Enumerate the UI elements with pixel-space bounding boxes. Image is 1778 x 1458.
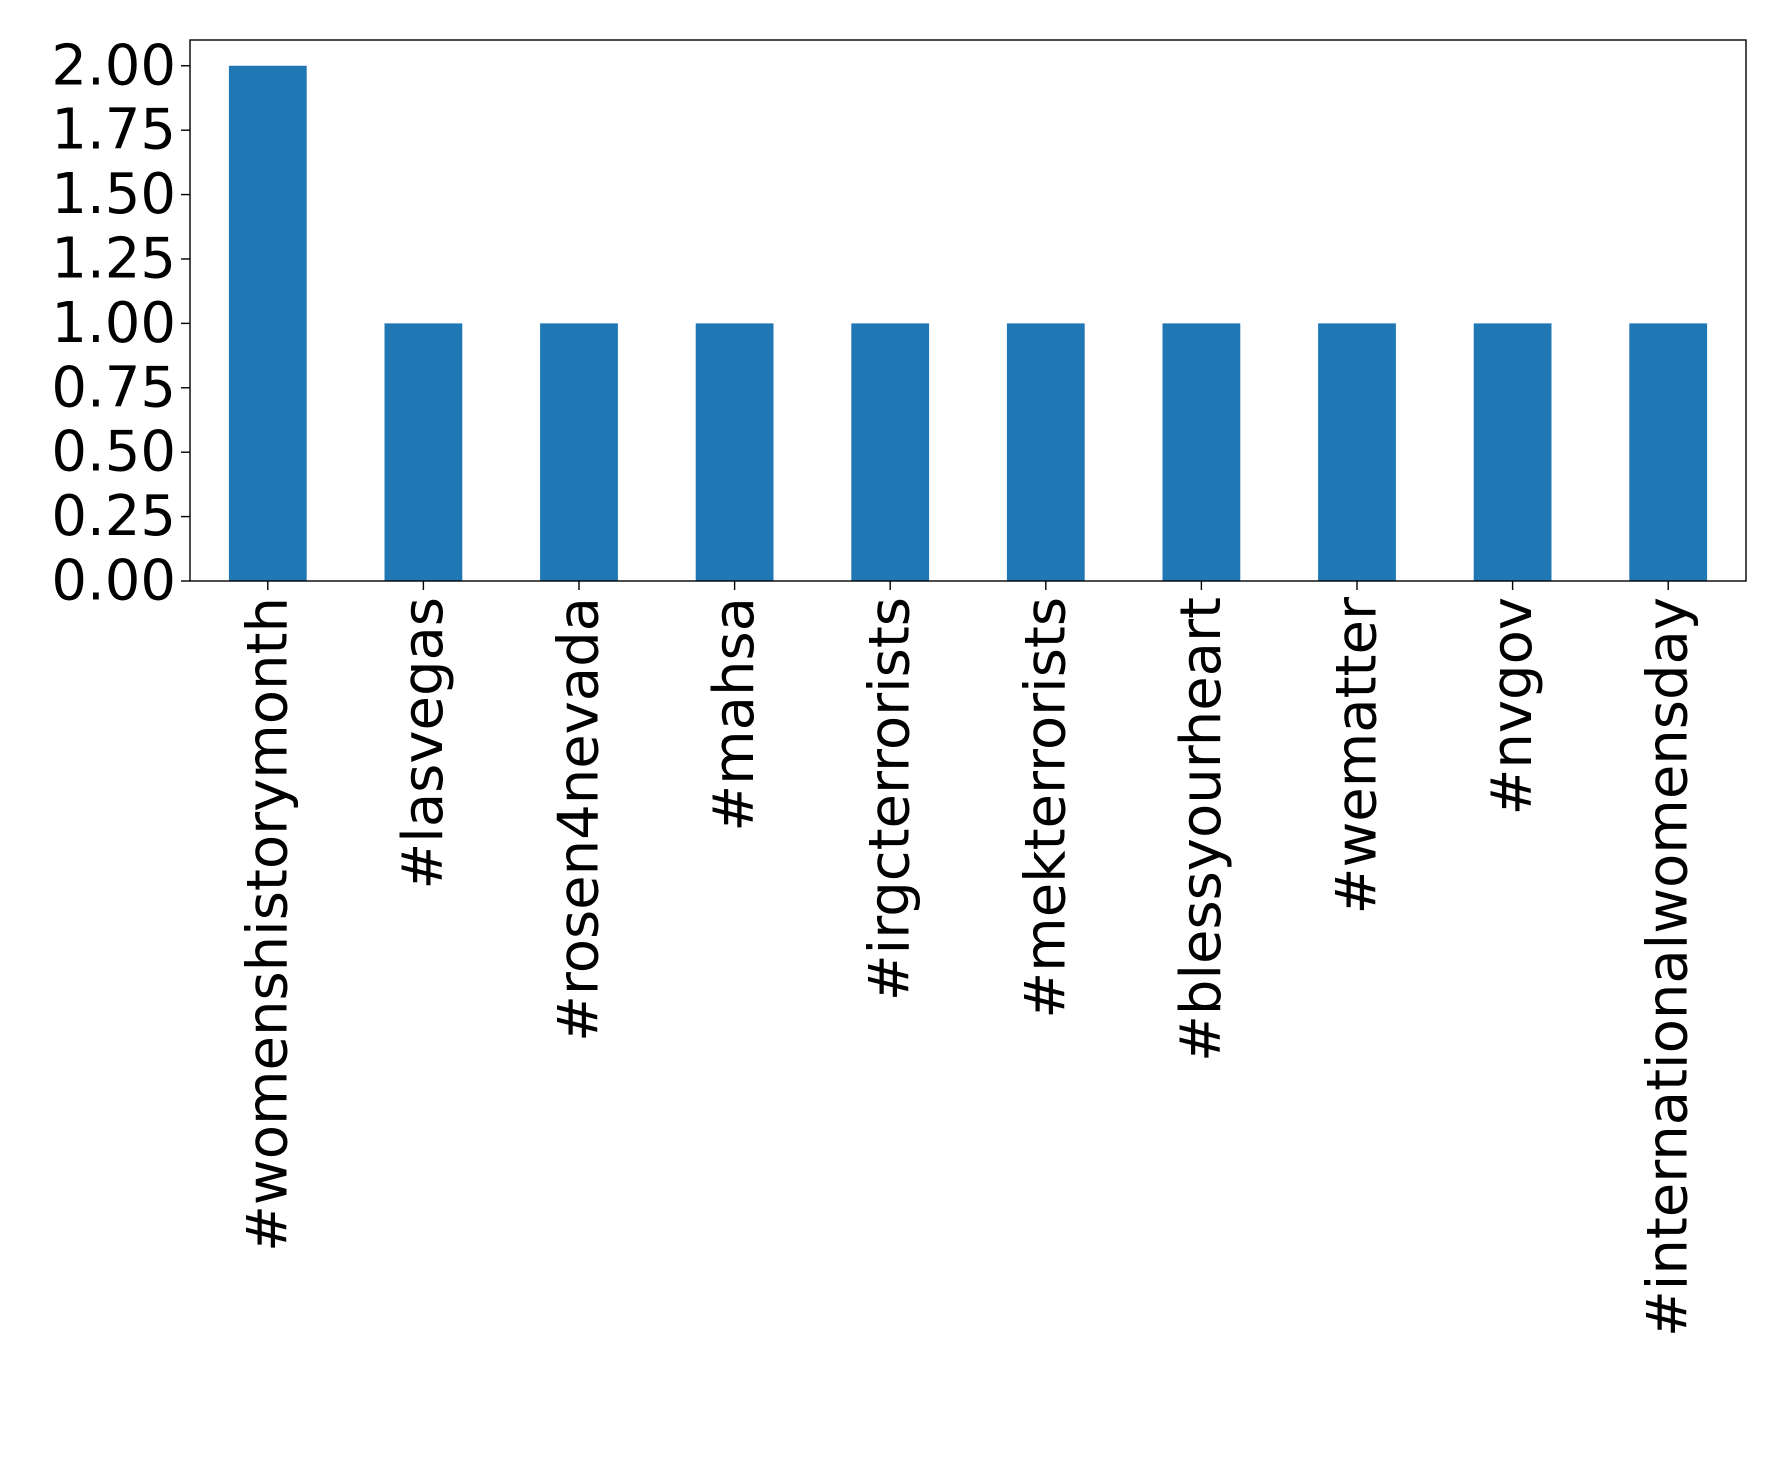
- bar: [1006, 323, 1085, 581]
- x-tick-label: #nvgov: [1480, 597, 1545, 816]
- y-tick-label: 2.00: [51, 33, 176, 98]
- bar: [1162, 323, 1241, 581]
- x-tick-label: #irgcterrorists: [858, 597, 923, 1001]
- x-tick-label: #womenshistorymonth: [235, 597, 300, 1252]
- bar: [851, 323, 930, 581]
- x-tick-label: #internationalwomensday: [1636, 597, 1701, 1337]
- y-tick-label: 0.25: [51, 484, 176, 549]
- x-tick-label: #wematter: [1325, 596, 1390, 914]
- bar: [1318, 323, 1396, 581]
- bar: [1629, 323, 1708, 581]
- bar: [695, 323, 774, 581]
- y-tick-label: 0.50: [51, 420, 176, 485]
- y-tick-label: 1.00: [51, 291, 176, 356]
- x-tick-label: #rosen4nevada: [547, 597, 612, 1042]
- y-tick-label: 1.25: [51, 226, 176, 291]
- bar: [540, 323, 618, 581]
- x-tick-label: #blessyourheart: [1169, 597, 1234, 1062]
- bar: [384, 323, 463, 581]
- y-tick-label: 1.50: [51, 162, 176, 227]
- x-tick-label: #mahsa: [702, 597, 767, 832]
- plot-frame: [189, 39, 1747, 582]
- y-tick-label: 0.75: [51, 355, 176, 420]
- y-tick-label: 0.00: [51, 549, 176, 614]
- x-tick-label: #lasvegas: [391, 597, 456, 890]
- bar: [228, 65, 307, 581]
- x-tick-label: #mekterrorists: [1013, 597, 1078, 1019]
- bar: [1473, 323, 1552, 581]
- y-tick-label: 1.75: [51, 98, 176, 163]
